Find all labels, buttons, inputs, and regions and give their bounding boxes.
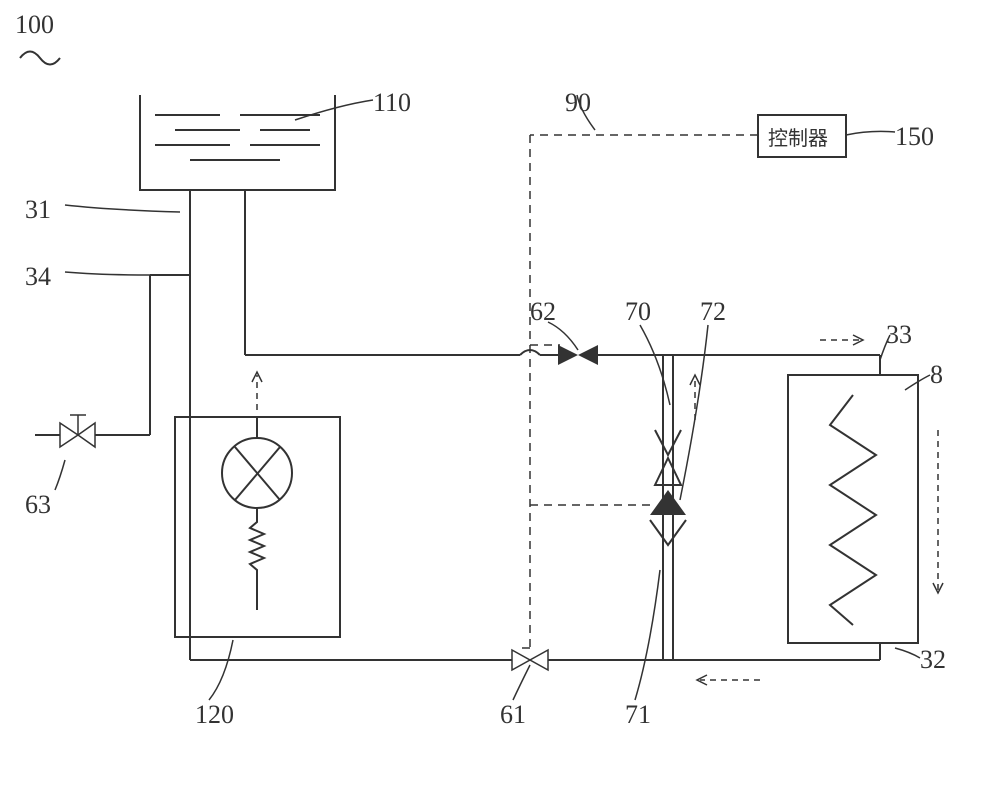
valve-63: [60, 415, 95, 447]
ref-62: 62: [530, 297, 556, 327]
pump-icon: [222, 438, 292, 508]
ref-120: 120: [195, 700, 234, 730]
ref-90: 90: [565, 88, 591, 118]
ref-31: 31: [25, 195, 51, 225]
valve-61: [512, 650, 548, 670]
ref-72: 72: [700, 297, 726, 327]
leader-lines: [55, 95, 930, 700]
sine-symbol: [20, 52, 60, 65]
ref-71: 71: [625, 700, 651, 730]
radiator-coil: [830, 395, 876, 625]
ref-61: 61: [500, 700, 526, 730]
pipes: [35, 190, 880, 660]
ref-34: 34: [25, 262, 51, 292]
radiator-box: [788, 375, 918, 643]
control-lines: [519, 135, 758, 648]
ref-8: 8: [930, 360, 943, 390]
spring-icon: [250, 508, 264, 610]
ref-110: 110: [373, 88, 411, 118]
ref-32: 32: [920, 645, 946, 675]
ref-150: 150: [895, 122, 934, 152]
flow-arrows: [252, 335, 943, 685]
ref-100: 100: [15, 10, 54, 40]
controller-text: 控制器: [768, 122, 828, 151]
tank: [140, 95, 335, 190]
check-valve-72: [655, 430, 681, 485]
ref-63: 63: [25, 490, 51, 520]
ref-33: 33: [886, 320, 912, 350]
valve-62: [558, 345, 598, 365]
ref-70: 70: [625, 297, 651, 327]
